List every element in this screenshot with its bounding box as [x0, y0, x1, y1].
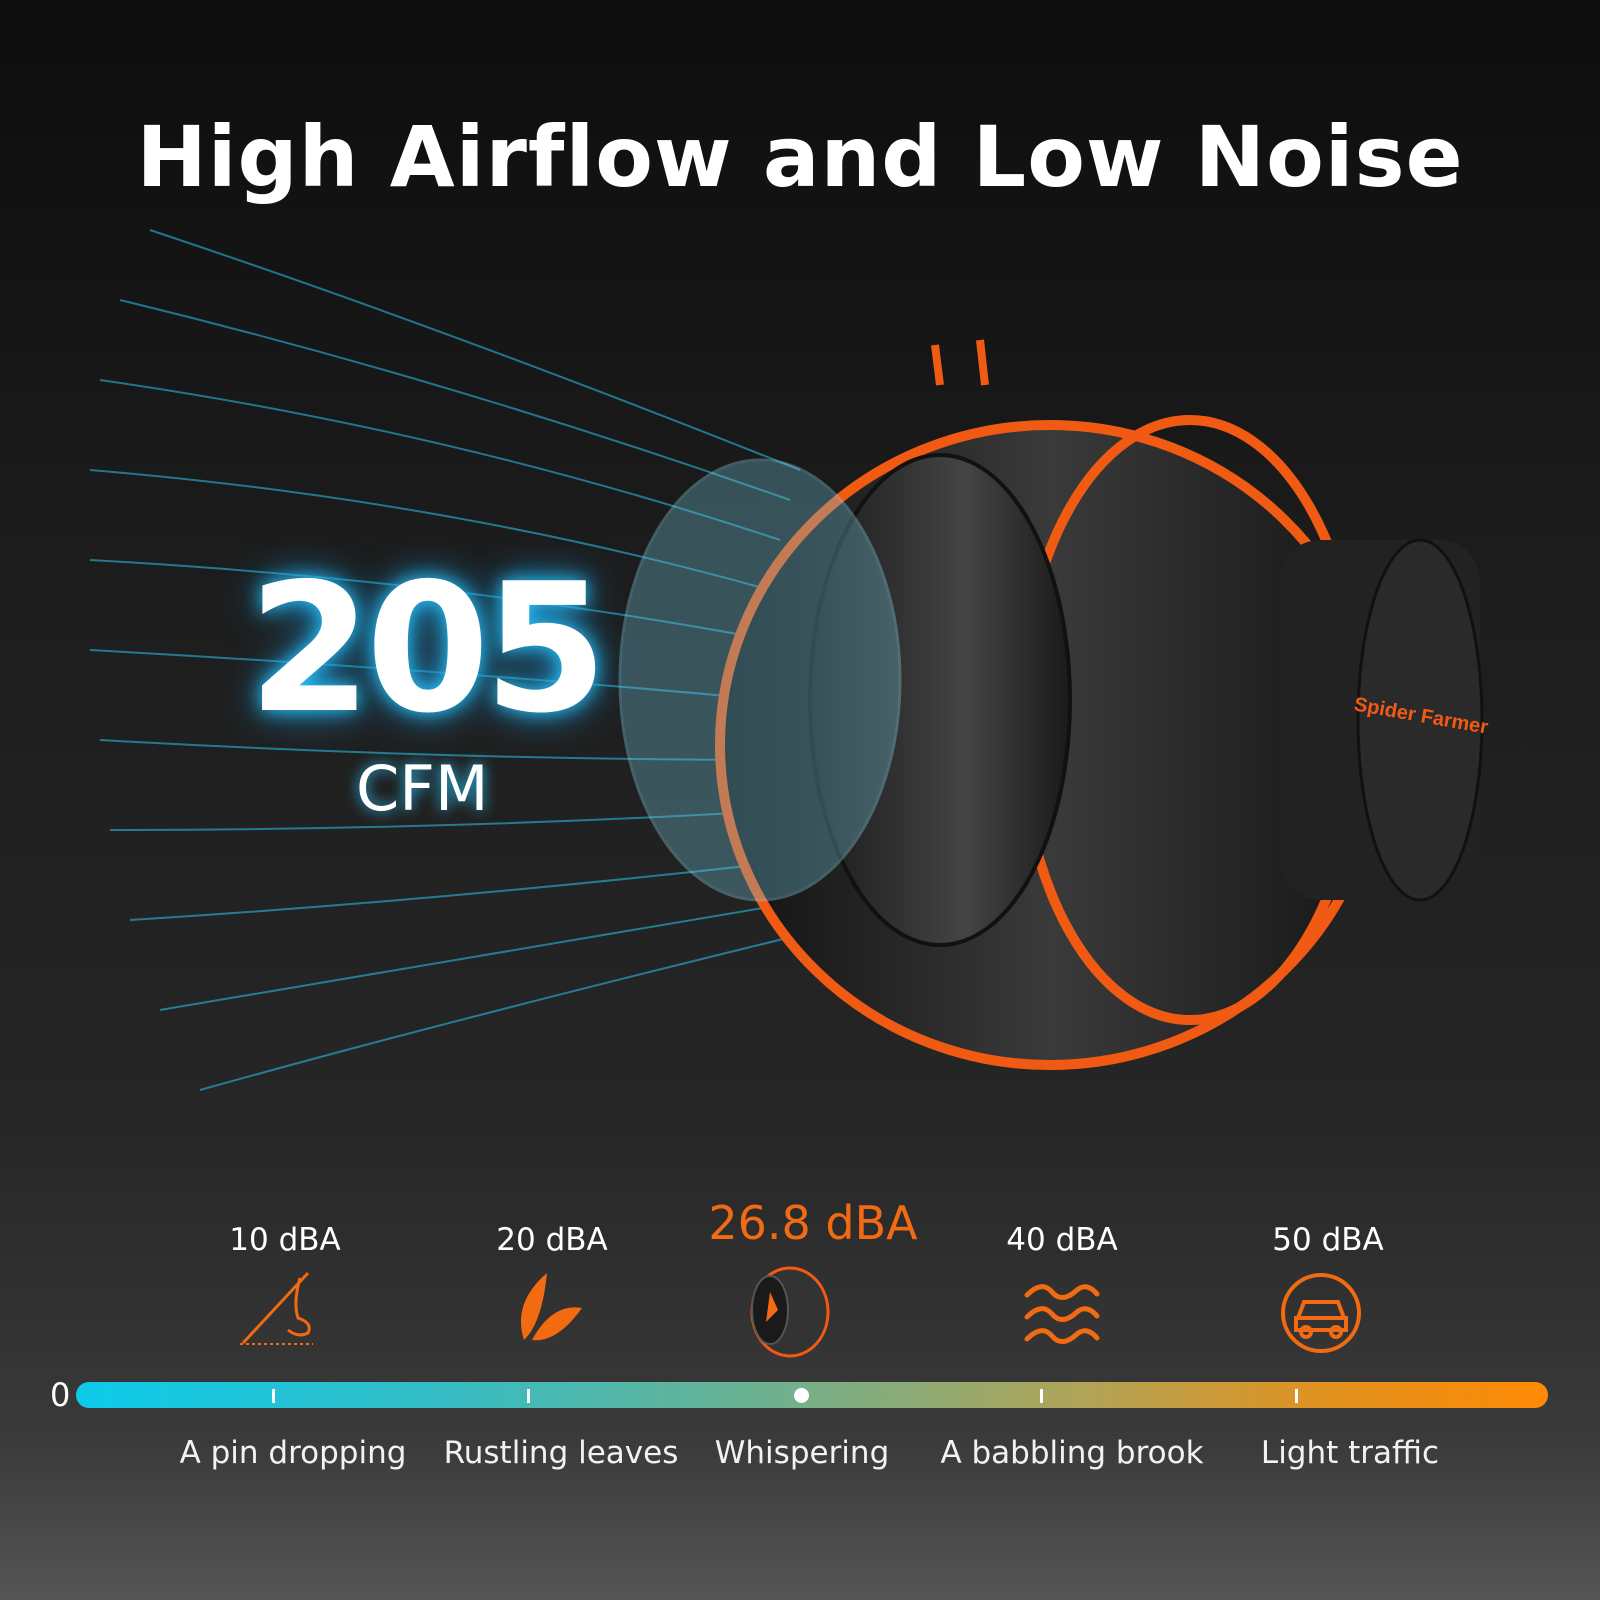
level-value-highlight: 26.8 dBA — [708, 1196, 918, 1250]
needle-icon — [240, 1271, 313, 1345]
scale-tick — [1040, 1389, 1043, 1403]
level-description: Rustling leaves — [443, 1435, 679, 1471]
noise-scale-bar — [76, 1382, 1548, 1408]
car-icon — [1281, 1273, 1361, 1353]
scale-tick — [272, 1389, 275, 1403]
level-description: Light traffic — [1260, 1435, 1440, 1471]
page-title: High Airflow and Low Noise — [136, 108, 1464, 206]
scale-zero-label: 0 — [50, 1376, 71, 1414]
level-value: 40 dBA — [1006, 1222, 1118, 1258]
leaf-icon — [520, 1273, 582, 1341]
level-description: A babbling brook — [940, 1435, 1204, 1471]
inline-fan: Spider Farmer — [618, 339, 1490, 1070]
fan-product-icon — [750, 1266, 830, 1358]
current-level-marker — [794, 1388, 809, 1403]
airflow-unit: CFM — [356, 752, 489, 825]
level-value: 20 dBA — [496, 1222, 608, 1258]
airflow-lines — [89, 229, 821, 1091]
airflow-value: 205 — [248, 545, 608, 752]
level-description: A pin dropping — [179, 1435, 407, 1471]
scale-tick — [527, 1389, 530, 1403]
scale-tick — [1295, 1389, 1298, 1403]
level-value: 10 dBA — [229, 1222, 341, 1258]
waves-icon — [1024, 1284, 1100, 1344]
level-description: Whispering — [714, 1435, 890, 1471]
level-value: 50 dBA — [1272, 1222, 1384, 1258]
